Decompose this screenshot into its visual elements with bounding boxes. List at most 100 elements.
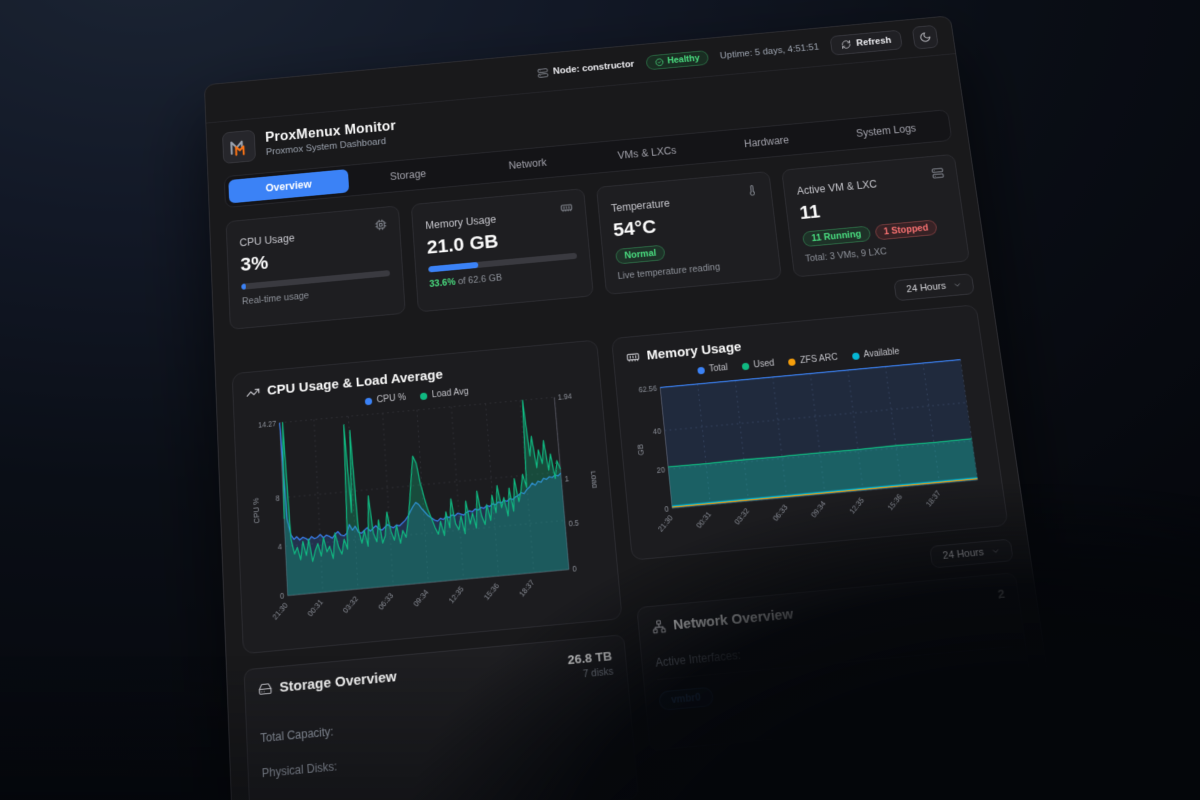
temperature-card-title: Temperature bbox=[610, 197, 671, 215]
network-range-value: 24 Hours bbox=[942, 546, 985, 562]
refresh-button[interactable]: Refresh bbox=[829, 29, 903, 56]
legend-dot bbox=[788, 357, 797, 366]
tab-overview[interactable]: Overview bbox=[228, 169, 349, 204]
tab-storage[interactable]: Storage bbox=[389, 167, 427, 183]
svg-text:00:31: 00:31 bbox=[696, 511, 714, 530]
svg-text:8: 8 bbox=[275, 495, 280, 503]
svg-text:1: 1 bbox=[565, 476, 570, 484]
svg-text:Load: Load bbox=[589, 470, 600, 488]
svg-text:21:30: 21:30 bbox=[657, 514, 675, 533]
uptime-text: Uptime: 5 days, 4:51:51 bbox=[719, 42, 820, 62]
cpu-card-title: CPU Usage bbox=[239, 231, 295, 249]
app-logo bbox=[222, 129, 256, 164]
svg-text:21:30: 21:30 bbox=[272, 602, 290, 622]
svg-text:15:36: 15:36 bbox=[483, 582, 501, 602]
memory-progress-fill bbox=[428, 261, 479, 273]
svg-text:0: 0 bbox=[572, 566, 577, 574]
svg-text:12:35: 12:35 bbox=[448, 585, 466, 605]
main-content: CPU Usage 3% Real-time usage Memory Usag… bbox=[210, 152, 1064, 800]
trending-up-icon bbox=[246, 384, 261, 399]
storage-header-stats: 26.8 TB 7 disks bbox=[567, 649, 614, 682]
hard-drive-icon bbox=[258, 681, 272, 697]
legend-item-total: Total bbox=[697, 363, 728, 376]
svg-text:4: 4 bbox=[278, 544, 283, 552]
storage-overview-card: Storage Overview 26.8 TB 7 disks Total C… bbox=[243, 634, 640, 800]
svg-text:06:33: 06:33 bbox=[377, 592, 395, 612]
server-icon bbox=[536, 67, 548, 79]
legend-item-used: Used bbox=[741, 359, 775, 372]
moon-icon bbox=[918, 31, 932, 43]
svg-text:00:31: 00:31 bbox=[307, 598, 325, 618]
svg-text:14.27: 14.27 bbox=[258, 420, 277, 429]
cpu-icon bbox=[374, 218, 387, 231]
svg-text:03:32: 03:32 bbox=[342, 595, 360, 615]
memory-chart-card: Memory Usage Total Used ZFS ARC Available 0… bbox=[611, 304, 1009, 561]
memory-caption-rest: of 62.6 GB bbox=[455, 272, 503, 288]
network-overview-card: Network Overview 2 Active Interfaces: vm… bbox=[636, 572, 1037, 752]
network-count: 2 bbox=[996, 586, 1006, 602]
refresh-icon bbox=[840, 39, 851, 50]
legend-dot bbox=[365, 397, 373, 405]
left-column: CPU Usage & Load Average CPU % Load Avg 0… bbox=[231, 339, 640, 800]
svg-text:18:37: 18:37 bbox=[925, 489, 942, 508]
legend-dot bbox=[419, 392, 428, 400]
health-label: Healthy bbox=[666, 53, 701, 66]
svg-text:09:34: 09:34 bbox=[413, 589, 431, 609]
refresh-label: Refresh bbox=[855, 35, 892, 49]
cpu-load-chart: 0 4 8 14.27 0 0.5 1 1.94 21:30 00:31 03:32 06:33 09:… bbox=[247, 387, 608, 644]
storage-total-value: 26.8 TB bbox=[567, 648, 613, 668]
vm-stopped-badge: 1 Stopped bbox=[874, 219, 939, 241]
node-label: Node: constructor bbox=[552, 59, 635, 77]
cpu-chart-card: CPU Usage & Load Average CPU % Load Avg 0… bbox=[231, 339, 623, 655]
cpu-progress-fill bbox=[241, 283, 246, 290]
memory-chart-title: Memory Usage bbox=[645, 339, 743, 364]
dashboard-panel: Node: constructor Healthy Uptime: 5 days… bbox=[203, 15, 1067, 800]
thermometer-icon bbox=[745, 184, 759, 197]
svg-text:03:32: 03:32 bbox=[734, 507, 752, 526]
svg-text:40: 40 bbox=[653, 428, 662, 436]
legend-dot bbox=[741, 362, 750, 370]
storage-row-physical-disks: Physical Disks: bbox=[261, 759, 338, 781]
legend-dot bbox=[851, 351, 860, 360]
memory-card-title: Memory Usage bbox=[424, 213, 497, 232]
health-badge: Healthy bbox=[645, 50, 709, 71]
svg-text:1.94: 1.94 bbox=[558, 393, 573, 402]
svg-text:62.56: 62.56 bbox=[638, 385, 657, 394]
svg-text:09:34: 09:34 bbox=[810, 500, 827, 519]
temperature-card: Temperature 54°C Normal Live temperature… bbox=[596, 171, 782, 295]
temperature-status-badge: Normal bbox=[615, 244, 666, 265]
right-column: Memory Usage Total Used ZFS ARC Available 0… bbox=[611, 304, 1037, 752]
vm-running-badge: 11 Running bbox=[801, 225, 871, 248]
storage-title: Storage Overview bbox=[279, 668, 398, 697]
interface-badge[interactable]: vmbr0 bbox=[658, 686, 714, 711]
time-range-select[interactable]: 24 Hours bbox=[893, 273, 975, 302]
svg-text:0: 0 bbox=[280, 593, 285, 601]
network-title: Network Overview bbox=[672, 606, 794, 634]
tab-hardware[interactable]: Hardware bbox=[743, 134, 790, 150]
svg-text:20: 20 bbox=[656, 467, 665, 475]
memory-usage-card: Memory Usage 21.0 GB 33.6% of 62.6 GB bbox=[410, 188, 594, 313]
memory-icon bbox=[560, 201, 573, 214]
tab-system-logs[interactable]: System Logs bbox=[855, 122, 917, 140]
memory-area-chart: 0 20 40 62.56 21:30 00:31 03:32 06:33 09:34 12:35… bbox=[629, 352, 994, 551]
tab-vms-lxcs[interactable]: VMs & LXCs bbox=[617, 144, 677, 162]
svg-text:0: 0 bbox=[664, 506, 669, 514]
network-range-select[interactable]: 24 Hours bbox=[929, 538, 1014, 569]
svg-text:12:35: 12:35 bbox=[849, 497, 866, 516]
proxmenux-logo-icon bbox=[227, 135, 250, 158]
chevron-down-icon bbox=[952, 280, 962, 289]
vm-card-title: Active VM & LXC bbox=[796, 178, 878, 198]
chevron-down-icon bbox=[990, 546, 1000, 556]
svg-text:18:37: 18:37 bbox=[518, 579, 536, 599]
svg-text:06:33: 06:33 bbox=[772, 504, 790, 523]
theme-toggle-button[interactable] bbox=[911, 24, 939, 50]
memory-chart-icon bbox=[626, 350, 641, 364]
svg-text:GB: GB bbox=[635, 444, 646, 456]
tab-network[interactable]: Network bbox=[508, 156, 548, 172]
node-info: Node: constructor bbox=[536, 59, 635, 79]
time-range-value: 24 Hours bbox=[905, 280, 947, 295]
memory-percent: 33.6% bbox=[429, 276, 456, 290]
svg-text:15:36: 15:36 bbox=[887, 493, 904, 512]
server-stack-icon bbox=[931, 167, 945, 180]
network-icon bbox=[651, 619, 666, 634]
